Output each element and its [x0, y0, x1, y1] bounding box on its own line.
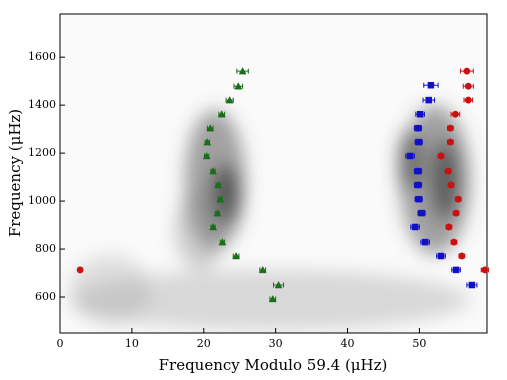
- y-tick-label: 1200: [28, 146, 56, 159]
- square-point: [414, 167, 422, 175]
- circle-point: [452, 209, 460, 217]
- triangle-point: [274, 281, 283, 289]
- y-tick-label: 1400: [28, 98, 56, 111]
- triangle-point: [213, 209, 222, 217]
- triangle-point: [238, 67, 247, 75]
- triangle-point: [234, 82, 243, 90]
- circle-point: [446, 124, 454, 132]
- square-point: [437, 252, 445, 260]
- square-point: [468, 281, 476, 289]
- circle-point: [454, 195, 462, 203]
- circle-point: [450, 238, 458, 246]
- x-axis-title: Frequency Modulo 59.4 (μHz): [159, 356, 388, 374]
- square-point: [427, 81, 435, 89]
- triangle-point: [203, 138, 212, 146]
- triangle-point: [232, 251, 241, 260]
- y-axis-title: Frequency (μHz): [6, 109, 24, 237]
- triangle-point: [258, 265, 267, 274]
- square-point: [452, 266, 460, 274]
- square-point: [416, 111, 424, 118]
- circle-point: [464, 96, 472, 104]
- circle-point: [444, 167, 452, 175]
- square-point: [414, 181, 422, 189]
- square-point: [411, 223, 419, 231]
- x-tick-label: 30: [269, 337, 283, 350]
- circle-point: [446, 138, 454, 146]
- square-point: [415, 138, 422, 146]
- x-tick-label: 20: [197, 337, 211, 350]
- triangle-point: [214, 180, 223, 189]
- triangle-point: [202, 151, 211, 160]
- circle-point: [464, 82, 472, 90]
- circle-point: [458, 252, 466, 260]
- circle-point: [451, 110, 459, 118]
- square-point: [406, 152, 414, 160]
- circle-point: [445, 223, 453, 231]
- y-tick-label: 800: [35, 242, 56, 255]
- triangle-point: [216, 195, 225, 203]
- circle-point: [463, 67, 471, 75]
- triangle-point: [209, 222, 218, 231]
- y-tick-label: 1600: [28, 50, 56, 63]
- triangle-point: [225, 96, 234, 104]
- square-point: [425, 96, 433, 104]
- circle-point: [481, 266, 489, 274]
- square-point: [421, 238, 429, 246]
- triangle-point: [218, 238, 227, 246]
- triangle-point: [268, 294, 277, 303]
- square-point: [418, 209, 425, 217]
- plot-frame: [59, 13, 488, 334]
- circle-point: [76, 266, 84, 274]
- y-tick-label: 600: [35, 290, 56, 303]
- x-tick-label: 10: [125, 337, 139, 350]
- square-point: [414, 124, 422, 132]
- y-tick-label: 1000: [28, 194, 56, 207]
- square-point: [415, 195, 422, 203]
- triangle-point: [209, 167, 218, 175]
- circle-point: [437, 152, 445, 160]
- circle-point: [447, 181, 455, 189]
- x-tick-label: 0: [57, 337, 64, 350]
- x-tick-label: 40: [341, 337, 355, 350]
- x-tick-label: 50: [412, 337, 426, 350]
- triangle-point: [206, 124, 215, 132]
- triangle-point: [217, 110, 226, 118]
